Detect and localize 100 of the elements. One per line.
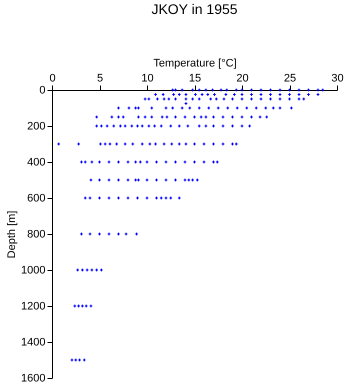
point: [198, 106, 201, 110]
chart-title: JKOY in 1955: [151, 1, 238, 17]
point: [184, 142, 188, 146]
y-axis-title: Depth [m]: [6, 210, 18, 258]
point: [112, 124, 116, 128]
point: [90, 160, 94, 164]
point: [148, 98, 150, 100]
point: [200, 116, 202, 118]
point: [202, 142, 206, 146]
point: [90, 304, 92, 308]
point: [126, 178, 130, 182]
point: [258, 116, 262, 118]
point: [231, 98, 234, 100]
point: [98, 196, 101, 200]
point: [211, 88, 214, 92]
point: [124, 142, 126, 146]
point: [168, 98, 170, 100]
point: [162, 142, 166, 146]
point: [117, 196, 120, 200]
point: [248, 124, 251, 128]
point: [200, 93, 204, 96]
point: [74, 358, 78, 362]
point: [136, 196, 139, 200]
point: [73, 304, 76, 308]
point: [204, 116, 208, 118]
point: [207, 106, 210, 110]
point: [184, 116, 186, 118]
point: [146, 196, 148, 200]
point: [81, 268, 84, 272]
point: [90, 178, 92, 182]
y-tick-label: 600: [27, 192, 46, 204]
point: [172, 93, 175, 96]
point: [240, 88, 244, 92]
y-tick-label: 0: [39, 84, 46, 96]
point: [77, 142, 80, 146]
point: [298, 98, 300, 100]
point: [115, 142, 118, 146]
point: [265, 116, 268, 118]
point: [98, 232, 101, 236]
point: [316, 88, 320, 92]
point: [288, 88, 291, 92]
point: [160, 124, 163, 128]
point: [137, 116, 140, 118]
point: [174, 98, 177, 100]
point: [174, 88, 177, 92]
point: [254, 106, 258, 110]
point: [307, 93, 310, 96]
point: [146, 160, 148, 164]
point: [82, 358, 86, 362]
point: [117, 232, 120, 236]
point: [193, 160, 196, 164]
point: [231, 116, 234, 118]
point: [269, 98, 272, 100]
point: [117, 116, 120, 118]
point: [278, 98, 282, 100]
point: [269, 88, 272, 92]
point: [166, 116, 168, 118]
point: [250, 93, 253, 96]
point: [106, 124, 108, 128]
point: [164, 106, 168, 110]
point: [194, 93, 197, 96]
point: [148, 124, 150, 128]
point: [90, 268, 94, 272]
point: [146, 178, 148, 182]
x-tick-label: 10: [141, 72, 154, 84]
point: [180, 88, 184, 92]
point: [174, 178, 177, 182]
point: [169, 124, 172, 128]
point: [164, 178, 168, 182]
point: [155, 196, 158, 200]
point: [212, 142, 215, 146]
point: [98, 178, 101, 182]
point: [184, 178, 186, 182]
point: [88, 232, 92, 236]
point: [225, 88, 228, 92]
point: [245, 106, 248, 110]
point: [95, 268, 98, 272]
point: [164, 160, 168, 164]
point: [134, 106, 137, 110]
x-tick-label: 20: [236, 72, 249, 84]
point: [124, 124, 126, 128]
point: [99, 142, 102, 146]
point: [222, 98, 226, 100]
point: [198, 124, 201, 128]
point: [153, 124, 156, 128]
x-tick-label: 5: [96, 72, 104, 84]
point: [117, 106, 120, 110]
point: [278, 93, 282, 96]
point: [104, 142, 107, 146]
point: [126, 160, 130, 164]
point: [234, 88, 238, 92]
point: [222, 116, 224, 118]
point: [150, 116, 154, 118]
point: [122, 116, 125, 118]
point: [184, 98, 188, 100]
point: [84, 196, 87, 200]
point: [288, 98, 291, 100]
point: [216, 160, 219, 164]
x-tick-label: 15: [188, 72, 202, 84]
point: [307, 88, 310, 92]
